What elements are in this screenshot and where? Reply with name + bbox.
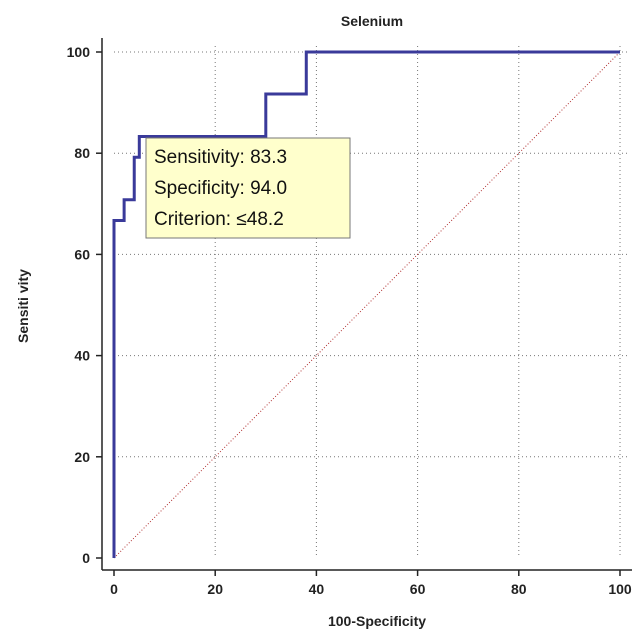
tooltip-specificity: Specificity: 94.0 [154,178,287,199]
series-layer [112,50,621,559]
y-ticks: 0 20 40 60 80 100 [67,44,102,566]
x-ticks: 0 20 40 60 80 100 [110,570,632,597]
tooltip-sensitivity: Sensitivity: 83.3 [154,147,287,168]
chart-title: Selenium [341,13,403,29]
y-tick-label: 20 [74,449,90,465]
reference-diagonal-line [113,51,621,559]
y-tick-label: 100 [67,44,91,60]
tooltip-box [145,137,351,239]
tooltip-criterion: Criterion: ≤48.2 [154,209,284,230]
x-tick-label: 60 [410,581,426,597]
roc-curve [112,50,620,558]
y-axis-label: Sensiti vity [15,269,31,343]
x-tick-label: 80 [511,581,527,597]
axes [101,38,632,571]
x-tick-label: 100 [608,581,632,597]
criterion-tooltip: Sensitivity: 83.3 Specificity: 94.0 Crit… [145,137,351,239]
y-tick-label: 0 [82,550,90,566]
x-tick-label: 40 [309,581,325,597]
x-tick-label: 20 [207,581,223,597]
x-tick-label: 0 [110,581,118,597]
x-axis-label: 100-Specificity [328,613,426,629]
y-tick-label: 60 [74,246,90,262]
y-tick-label: 80 [74,145,90,161]
y-tick-label: 40 [74,348,90,364]
